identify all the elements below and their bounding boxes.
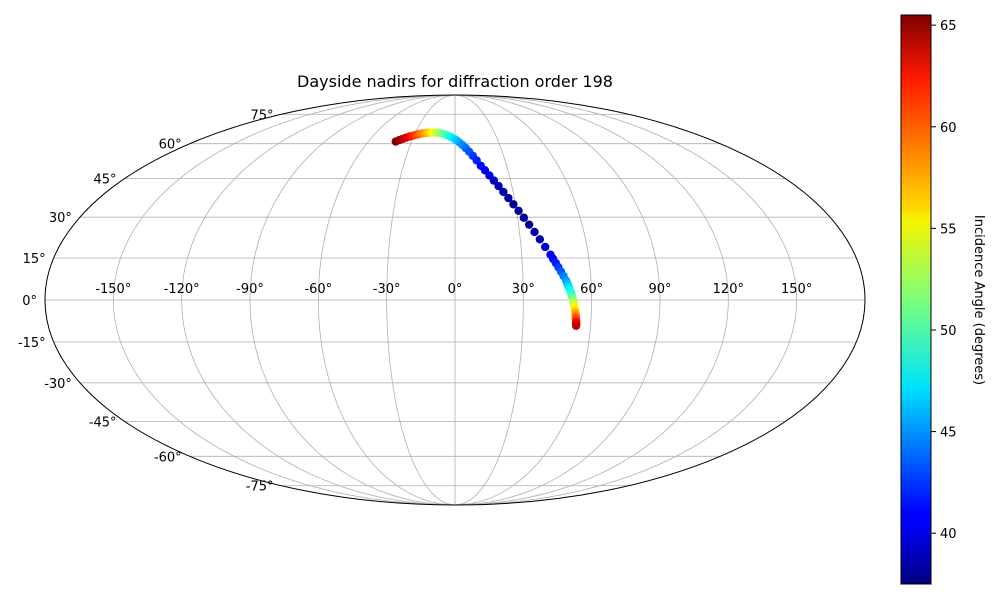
nadir-point xyxy=(504,193,513,203)
latitude-tick-label: 75° xyxy=(250,108,273,123)
nadir-point xyxy=(519,213,529,222)
latitude-tick-label: 15° xyxy=(23,252,46,267)
latitude-tick-label: 60° xyxy=(159,138,182,153)
latitude-tick-label: 30° xyxy=(49,211,72,226)
longitude-tick-label: -30° xyxy=(373,282,401,297)
colorbar-tick-label: 45 xyxy=(940,426,957,441)
latitude-tick-label: -75° xyxy=(246,480,274,495)
colorbar-label: Incidence Angle (degrees) xyxy=(971,215,986,385)
nadir-point xyxy=(514,206,523,216)
nadir-point xyxy=(571,321,581,331)
nadir-point xyxy=(541,242,550,252)
longitude-tick-label: -120° xyxy=(164,282,200,297)
colorbar-tick-label: 40 xyxy=(940,527,957,542)
nadir-point xyxy=(509,200,518,209)
latitude-tick-labels: -75° -60° -45° -30° -15° 0° 15° 30° 45° 60° 75° xyxy=(18,108,274,494)
longitude-tick-label: 90° xyxy=(648,282,671,297)
graticule xyxy=(45,95,865,505)
latitude-tick-label: -60° xyxy=(154,450,182,465)
latitude-tick-label: 0° xyxy=(22,294,37,309)
chart-title: Dayside nadirs for diffraction order 198 xyxy=(297,72,613,91)
latitude-tick-label: -30° xyxy=(44,377,72,392)
nadir-point xyxy=(489,176,499,185)
latitude-tick-label: -15° xyxy=(18,336,46,351)
latitude-tick-label: -45° xyxy=(89,415,117,430)
longitude-tick-label: 120° xyxy=(713,282,744,297)
colorbar-gradient xyxy=(900,14,932,585)
nadir-point xyxy=(494,181,503,191)
colorbar-ticks: 40 45 50 55 60 65 xyxy=(931,19,957,542)
longitude-tick-label: 0° xyxy=(448,282,463,297)
colorbar-tick-label: 50 xyxy=(940,324,957,339)
longitude-tick-label: -90° xyxy=(236,282,264,297)
nadir-point xyxy=(524,220,534,229)
longitude-tick-label: 60° xyxy=(580,282,603,297)
colorbar-tick-label: 55 xyxy=(940,222,957,237)
longitude-tick-label: 30° xyxy=(512,282,535,297)
longitude-tick-labels: -150° -120° -90° -60° -30° 0° 30° 60° 90° 120° 150… xyxy=(95,282,812,297)
colorbar: 40 45 50 55 60 65 Incidence Angle (degrees) xyxy=(900,14,986,585)
data-points xyxy=(391,128,581,331)
longitude-tick-label: 150° xyxy=(781,282,812,297)
map-outline xyxy=(44,94,866,506)
longitude-tick-label: -150° xyxy=(95,282,131,297)
colorbar-tick-label: 65 xyxy=(940,19,957,34)
colorbar-tick-label: 60 xyxy=(940,121,957,136)
nadir-point xyxy=(530,227,539,237)
latitude-tick-label: 45° xyxy=(94,173,117,188)
longitude-tick-label: -60° xyxy=(304,282,332,297)
nadir-point xyxy=(535,235,545,244)
nadir-point xyxy=(499,187,508,197)
